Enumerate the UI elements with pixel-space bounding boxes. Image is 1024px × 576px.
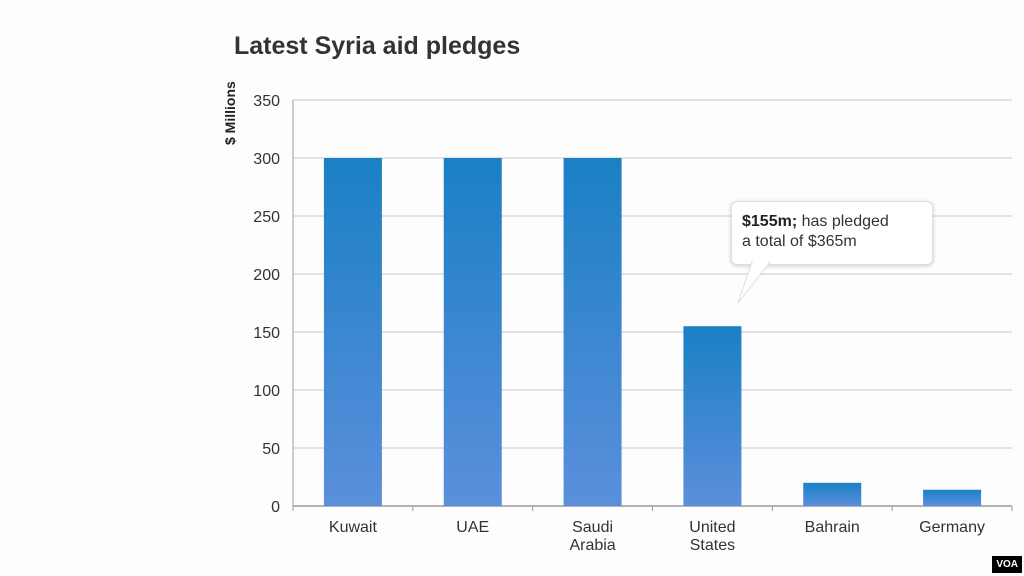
x-tick-label: Kuwait [329, 519, 378, 536]
x-tick-label: Bahrain [805, 519, 860, 536]
x-tick-label: UAE [456, 519, 489, 536]
y-tick-label: 150 [253, 325, 280, 342]
y-tick-label: 200 [253, 267, 280, 284]
bar-kuwait [323, 158, 382, 506]
bar-saudi-arabia [563, 158, 622, 506]
y-tick-label: 250 [253, 209, 280, 226]
chart-title: Latest Syria aid pledges [234, 32, 521, 60]
y-tick-label: 0 [271, 499, 280, 516]
y-tick-label: 300 [253, 151, 280, 168]
x-tick-label: United States [689, 519, 735, 554]
annotation-callout: $155m; has pledged a total of $365m [731, 201, 933, 265]
annotation-bold: $155m; [742, 213, 798, 230]
bar-united-states [683, 326, 742, 506]
x-tick-label: Saudi Arabia [569, 519, 615, 554]
annotation-line2: a total of $365m [742, 233, 857, 250]
y-tick-label: 100 [253, 383, 280, 400]
y-tick-label: 350 [253, 93, 280, 110]
x-tick-label: Germany [919, 519, 985, 536]
y-tick-label: 50 [262, 441, 280, 458]
bar-uae [443, 158, 502, 506]
bar-germany [923, 489, 982, 506]
voa-logo: VOA [992, 556, 1022, 573]
bar-bahrain [803, 482, 862, 506]
annotation-text: has pledged [797, 213, 889, 230]
